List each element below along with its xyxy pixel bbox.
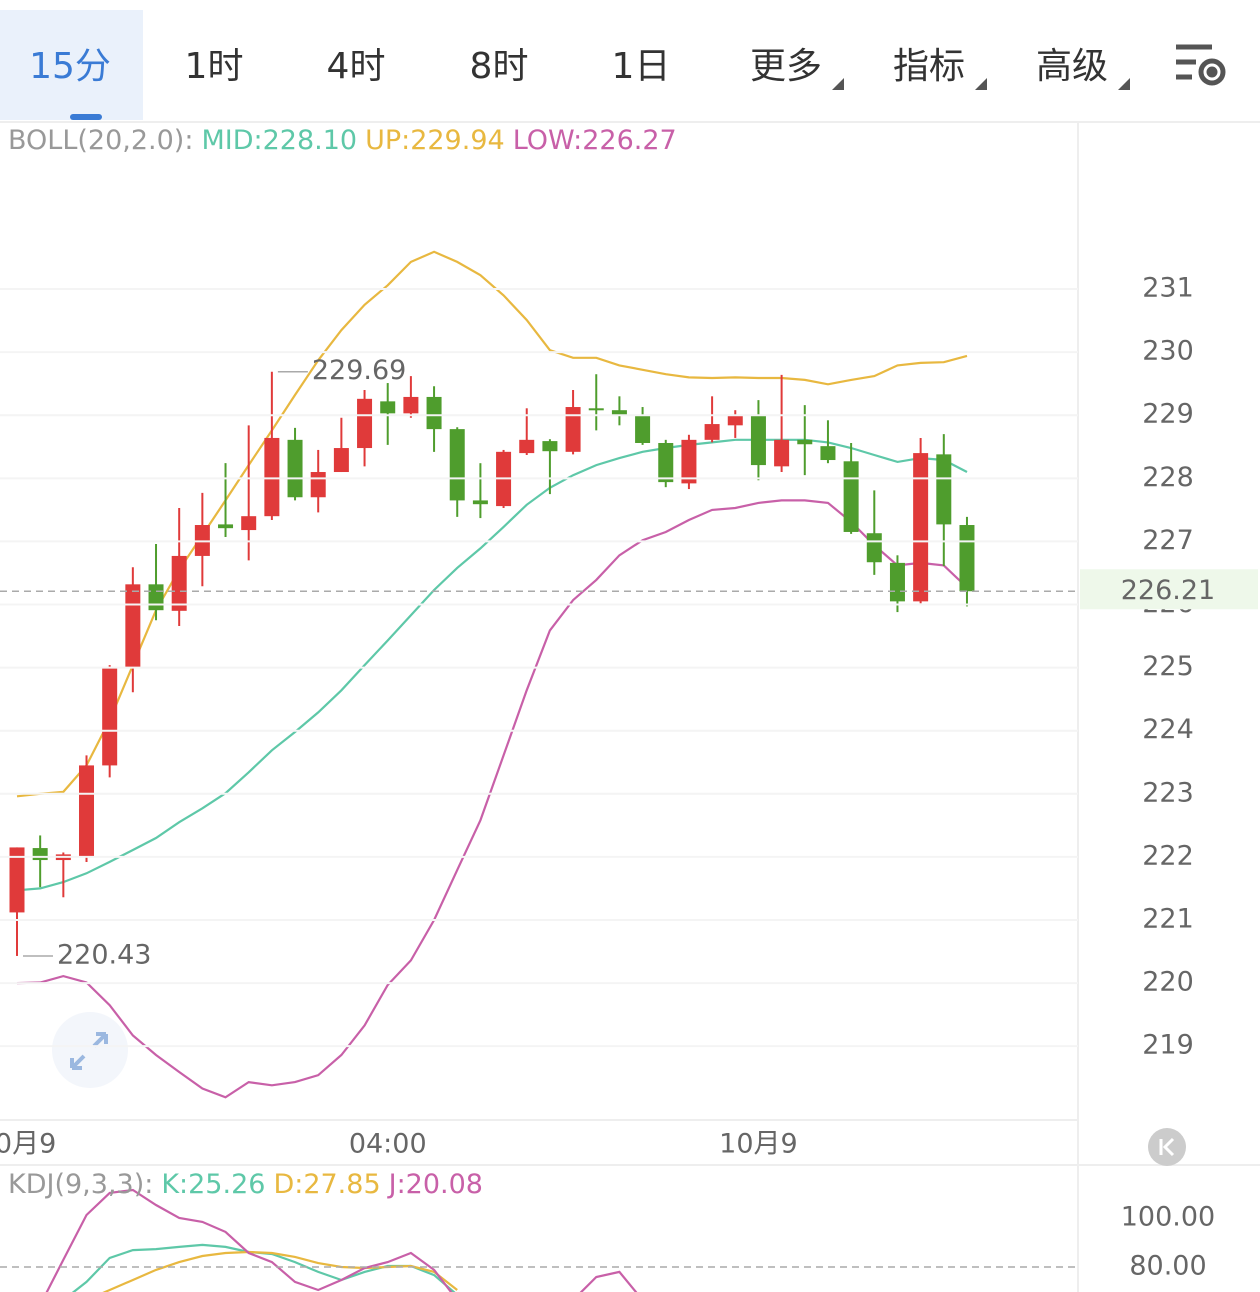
last-price-label: 226.21 <box>1121 575 1215 606</box>
candle-body <box>287 439 303 498</box>
y-tick-label: 229 <box>1142 399 1194 430</box>
active-tab-bg <box>0 10 143 120</box>
y-tick-label: 225 <box>1142 651 1194 682</box>
candle-body <box>125 584 141 667</box>
expand-button[interactable] <box>52 1012 128 1088</box>
candle-body <box>727 415 743 426</box>
candle-body <box>658 442 674 483</box>
candle-body <box>310 472 326 498</box>
tab[interactable]: 15分 <box>29 46 111 87</box>
legend-entry: J:20.08 <box>387 1169 483 1200</box>
indicator-line <box>45 1188 638 1292</box>
min-label: 220.43 <box>57 939 151 970</box>
y-tick-label: 224 <box>1142 714 1194 745</box>
candle-body <box>357 398 373 449</box>
y-tick-label: 222 <box>1142 840 1194 871</box>
candle-body <box>32 848 48 861</box>
tab[interactable]: 4时 <box>327 46 386 87</box>
candle-body <box>635 415 651 443</box>
indicator-name: KDJ(9,3,3): <box>8 1169 153 1200</box>
legend-entry: MID:228.10 <box>201 125 357 156</box>
tab[interactable]: 指标 <box>893 46 965 87</box>
candle-body <box>426 396 442 430</box>
y-tick-label: 221 <box>1142 903 1194 934</box>
candle-body <box>9 847 25 913</box>
candle-body <box>403 396 419 414</box>
y-tick-label: 228 <box>1142 462 1194 493</box>
tab[interactable]: 1时 <box>185 46 244 87</box>
y-tick-label: 220 <box>1142 967 1194 998</box>
candle-body <box>542 441 558 452</box>
legend-entry: UP:229.94 <box>365 125 505 156</box>
candle-body <box>449 429 465 501</box>
indicator-line <box>16 499 968 1099</box>
max-label: 229.69 <box>312 355 406 386</box>
y-tick-label: 227 <box>1142 525 1194 556</box>
dropdown-arrow <box>832 78 844 90</box>
indicator-line <box>16 438 968 892</box>
x-tick-label: 10月9 <box>719 1129 798 1160</box>
candle-body <box>704 424 720 440</box>
main-plot <box>9 250 975 1099</box>
candle-body <box>333 448 349 473</box>
candle-body <box>843 461 859 532</box>
candle-body <box>79 765 95 857</box>
candle-body <box>820 446 836 461</box>
candle-body <box>264 437 280 517</box>
candle-body <box>866 533 882 563</box>
legend-entry: D:27.85 <box>273 1169 380 1200</box>
rewind-icon <box>1159 1137 1175 1157</box>
candle-body <box>218 524 234 529</box>
y-tick-label: 80.00 <box>1129 1250 1206 1281</box>
candle-body <box>565 407 581 452</box>
y-tick-label: 230 <box>1142 336 1194 367</box>
candle-body <box>959 525 975 592</box>
candle-body <box>611 410 627 416</box>
candle-body <box>472 500 488 505</box>
x-tick-label: 10月9 <box>0 1129 56 1160</box>
indicator-legend: KDJ(9,3,3): K:25.26 D:27.85 J:20.08 <box>8 1169 483 1200</box>
indicator-legend: BOLL(20,2.0): MID:228.10 UP:229.94 LOW:226.… <box>8 125 677 156</box>
candle-body <box>519 439 535 454</box>
candle-body <box>148 584 164 611</box>
tab[interactable]: 8时 <box>470 46 529 87</box>
candle-body <box>936 454 952 525</box>
candle-body <box>171 555 187 611</box>
last-price-bg <box>1080 569 1258 610</box>
legend-entry: LOW:226.27 <box>513 125 677 156</box>
tab[interactable]: 1日 <box>612 46 671 87</box>
y-tick-label: 219 <box>1142 1030 1194 1061</box>
kdj-plot <box>45 1188 638 1292</box>
candle-body <box>889 562 905 602</box>
candle-body <box>797 439 813 445</box>
expand-icon <box>70 1032 108 1070</box>
y-tick-label: 231 <box>1142 273 1194 304</box>
legend-entry: K:25.26 <box>161 1169 265 1200</box>
candle-body <box>102 666 118 766</box>
candle-body <box>913 453 929 602</box>
candle-body <box>774 439 790 467</box>
candle-body <box>588 408 604 411</box>
indicator-line <box>102 1250 458 1292</box>
indicator-name: BOLL(20,2.0): <box>8 125 193 156</box>
tab[interactable]: 高级 <box>1036 46 1108 87</box>
dropdown-arrow <box>975 78 987 90</box>
y-tick-label: 100.00 <box>1121 1201 1215 1232</box>
tab[interactable]: 更多 <box>750 46 822 87</box>
dropdown-arrow <box>1118 78 1130 90</box>
candle-body <box>750 415 766 466</box>
active-tab-indicator <box>70 114 102 120</box>
candle-body <box>241 516 257 531</box>
x-tick-label: 04:00 <box>349 1129 427 1160</box>
y-tick-label: 223 <box>1142 777 1194 808</box>
settings-icon[interactable] <box>1176 44 1226 86</box>
indicator-line <box>16 250 968 798</box>
candle-body <box>681 439 697 484</box>
candle-body <box>380 401 396 414</box>
